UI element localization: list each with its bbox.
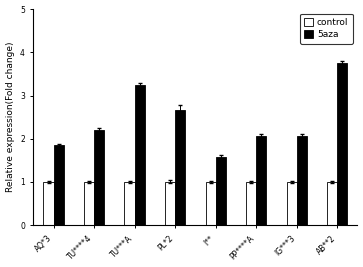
Bar (125, 182, 135, 225)
Bar (286, 182, 297, 225)
Bar (297, 136, 307, 225)
Bar (205, 182, 216, 225)
Bar (256, 136, 266, 225)
Bar (84, 182, 94, 225)
Bar (337, 63, 347, 225)
Legend: control, 5aza: control, 5aza (300, 14, 353, 44)
Bar (327, 182, 337, 225)
Y-axis label: Relative expression(Fold change): Relative expression(Fold change) (5, 42, 15, 192)
Bar (54, 145, 64, 225)
Bar (44, 182, 54, 225)
Bar (135, 85, 145, 225)
Bar (94, 130, 104, 225)
Bar (175, 110, 185, 225)
Bar (216, 157, 226, 225)
Bar (246, 182, 256, 225)
Bar (165, 182, 175, 225)
